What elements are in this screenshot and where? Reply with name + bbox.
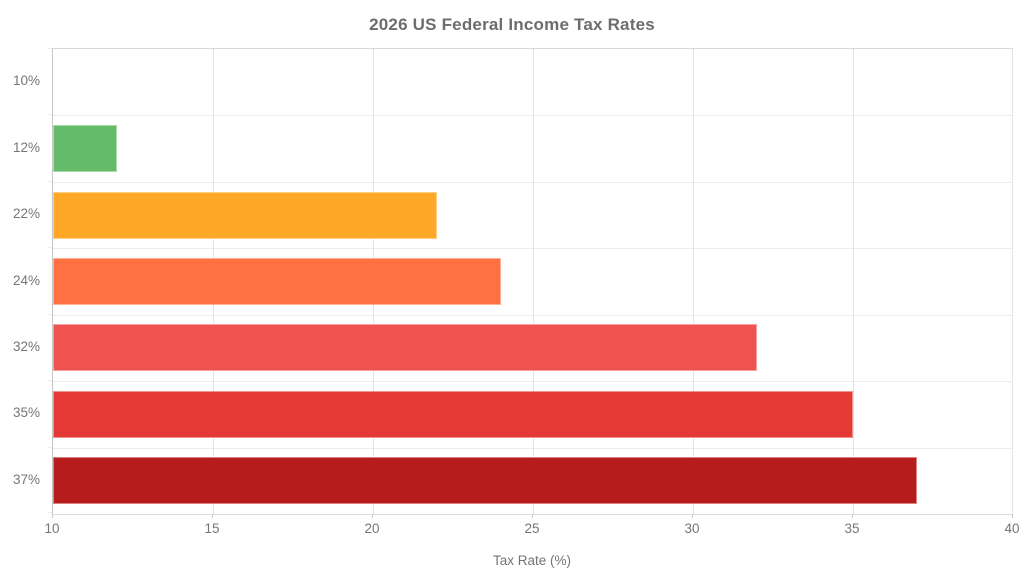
x-tick-mark — [532, 514, 533, 518]
y-tick-label: 32% — [12, 338, 40, 354]
y-tick-label: 10% — [12, 73, 40, 89]
x-tick-label: 40 — [1004, 521, 1020, 536]
y-tick-mark — [48, 114, 52, 116]
x-tick-mark — [1012, 514, 1013, 518]
bar-12pct — [53, 125, 117, 173]
x-tick-mark — [372, 514, 373, 518]
y-tick-mark — [48, 180, 52, 182]
y-tick-label: 22% — [12, 206, 40, 222]
x-tick-label: 10 — [44, 521, 60, 536]
band-separator — [53, 447, 1013, 449]
x-tick-label: 15 — [204, 521, 220, 536]
y-tick-mark — [48, 247, 52, 249]
band-separator — [53, 314, 1013, 316]
y-tick-label: 12% — [12, 139, 40, 155]
band-separator — [53, 181, 1013, 183]
gridline-vertical — [1012, 49, 1013, 514]
x-tick-mark — [52, 514, 53, 518]
chart-title: 2026 US Federal Income Tax Rates — [369, 15, 655, 34]
x-tick-label: 30 — [684, 521, 700, 536]
y-tick-mark — [48, 380, 52, 382]
x-tick-mark — [212, 514, 213, 518]
gridline-vertical — [533, 49, 534, 514]
plot-area — [52, 48, 1013, 515]
y-tick-mark — [48, 512, 52, 513]
bar-35pct — [53, 390, 853, 438]
bar-32pct — [53, 324, 757, 372]
y-tick-mark — [48, 313, 52, 315]
band-separator — [53, 115, 1013, 117]
band-separator — [53, 381, 1013, 383]
gridline-vertical — [693, 49, 694, 514]
bar-37pct — [53, 457, 917, 505]
gridline-vertical — [853, 49, 854, 514]
x-tick-label: 35 — [844, 521, 860, 536]
x-tick-mark — [852, 514, 853, 518]
bar-24pct — [53, 258, 501, 305]
y-tick-label: 37% — [12, 471, 40, 487]
y-tick-label: 35% — [12, 405, 40, 421]
x-tick-label: 20 — [364, 521, 380, 536]
x-tick-mark — [692, 514, 693, 518]
bar-22pct — [53, 191, 437, 239]
y-tick-mark — [48, 48, 52, 49]
band-separator — [53, 248, 1013, 250]
y-tick-label: 24% — [12, 272, 40, 288]
y-tick-mark — [48, 446, 52, 448]
x-axis-title: Tax Rate (%) — [492, 553, 572, 568]
x-tick-label: 25 — [524, 521, 540, 536]
